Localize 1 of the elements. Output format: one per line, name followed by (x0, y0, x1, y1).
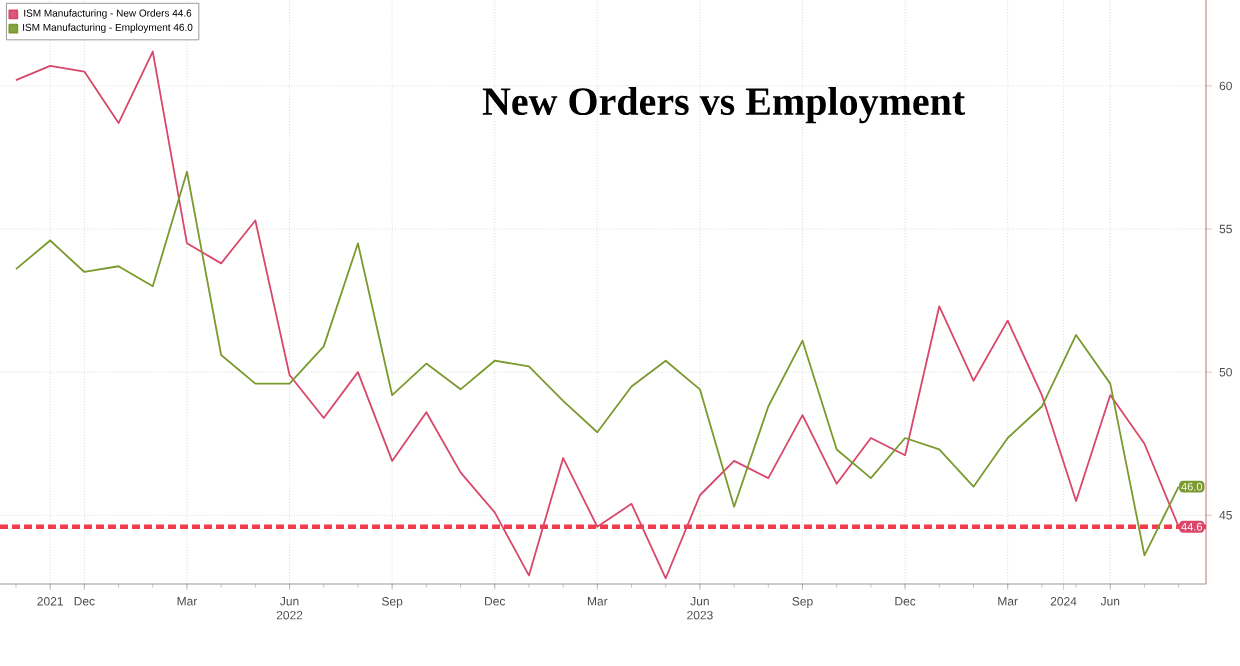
text: New Orders vs Employment (482, 86, 966, 124)
